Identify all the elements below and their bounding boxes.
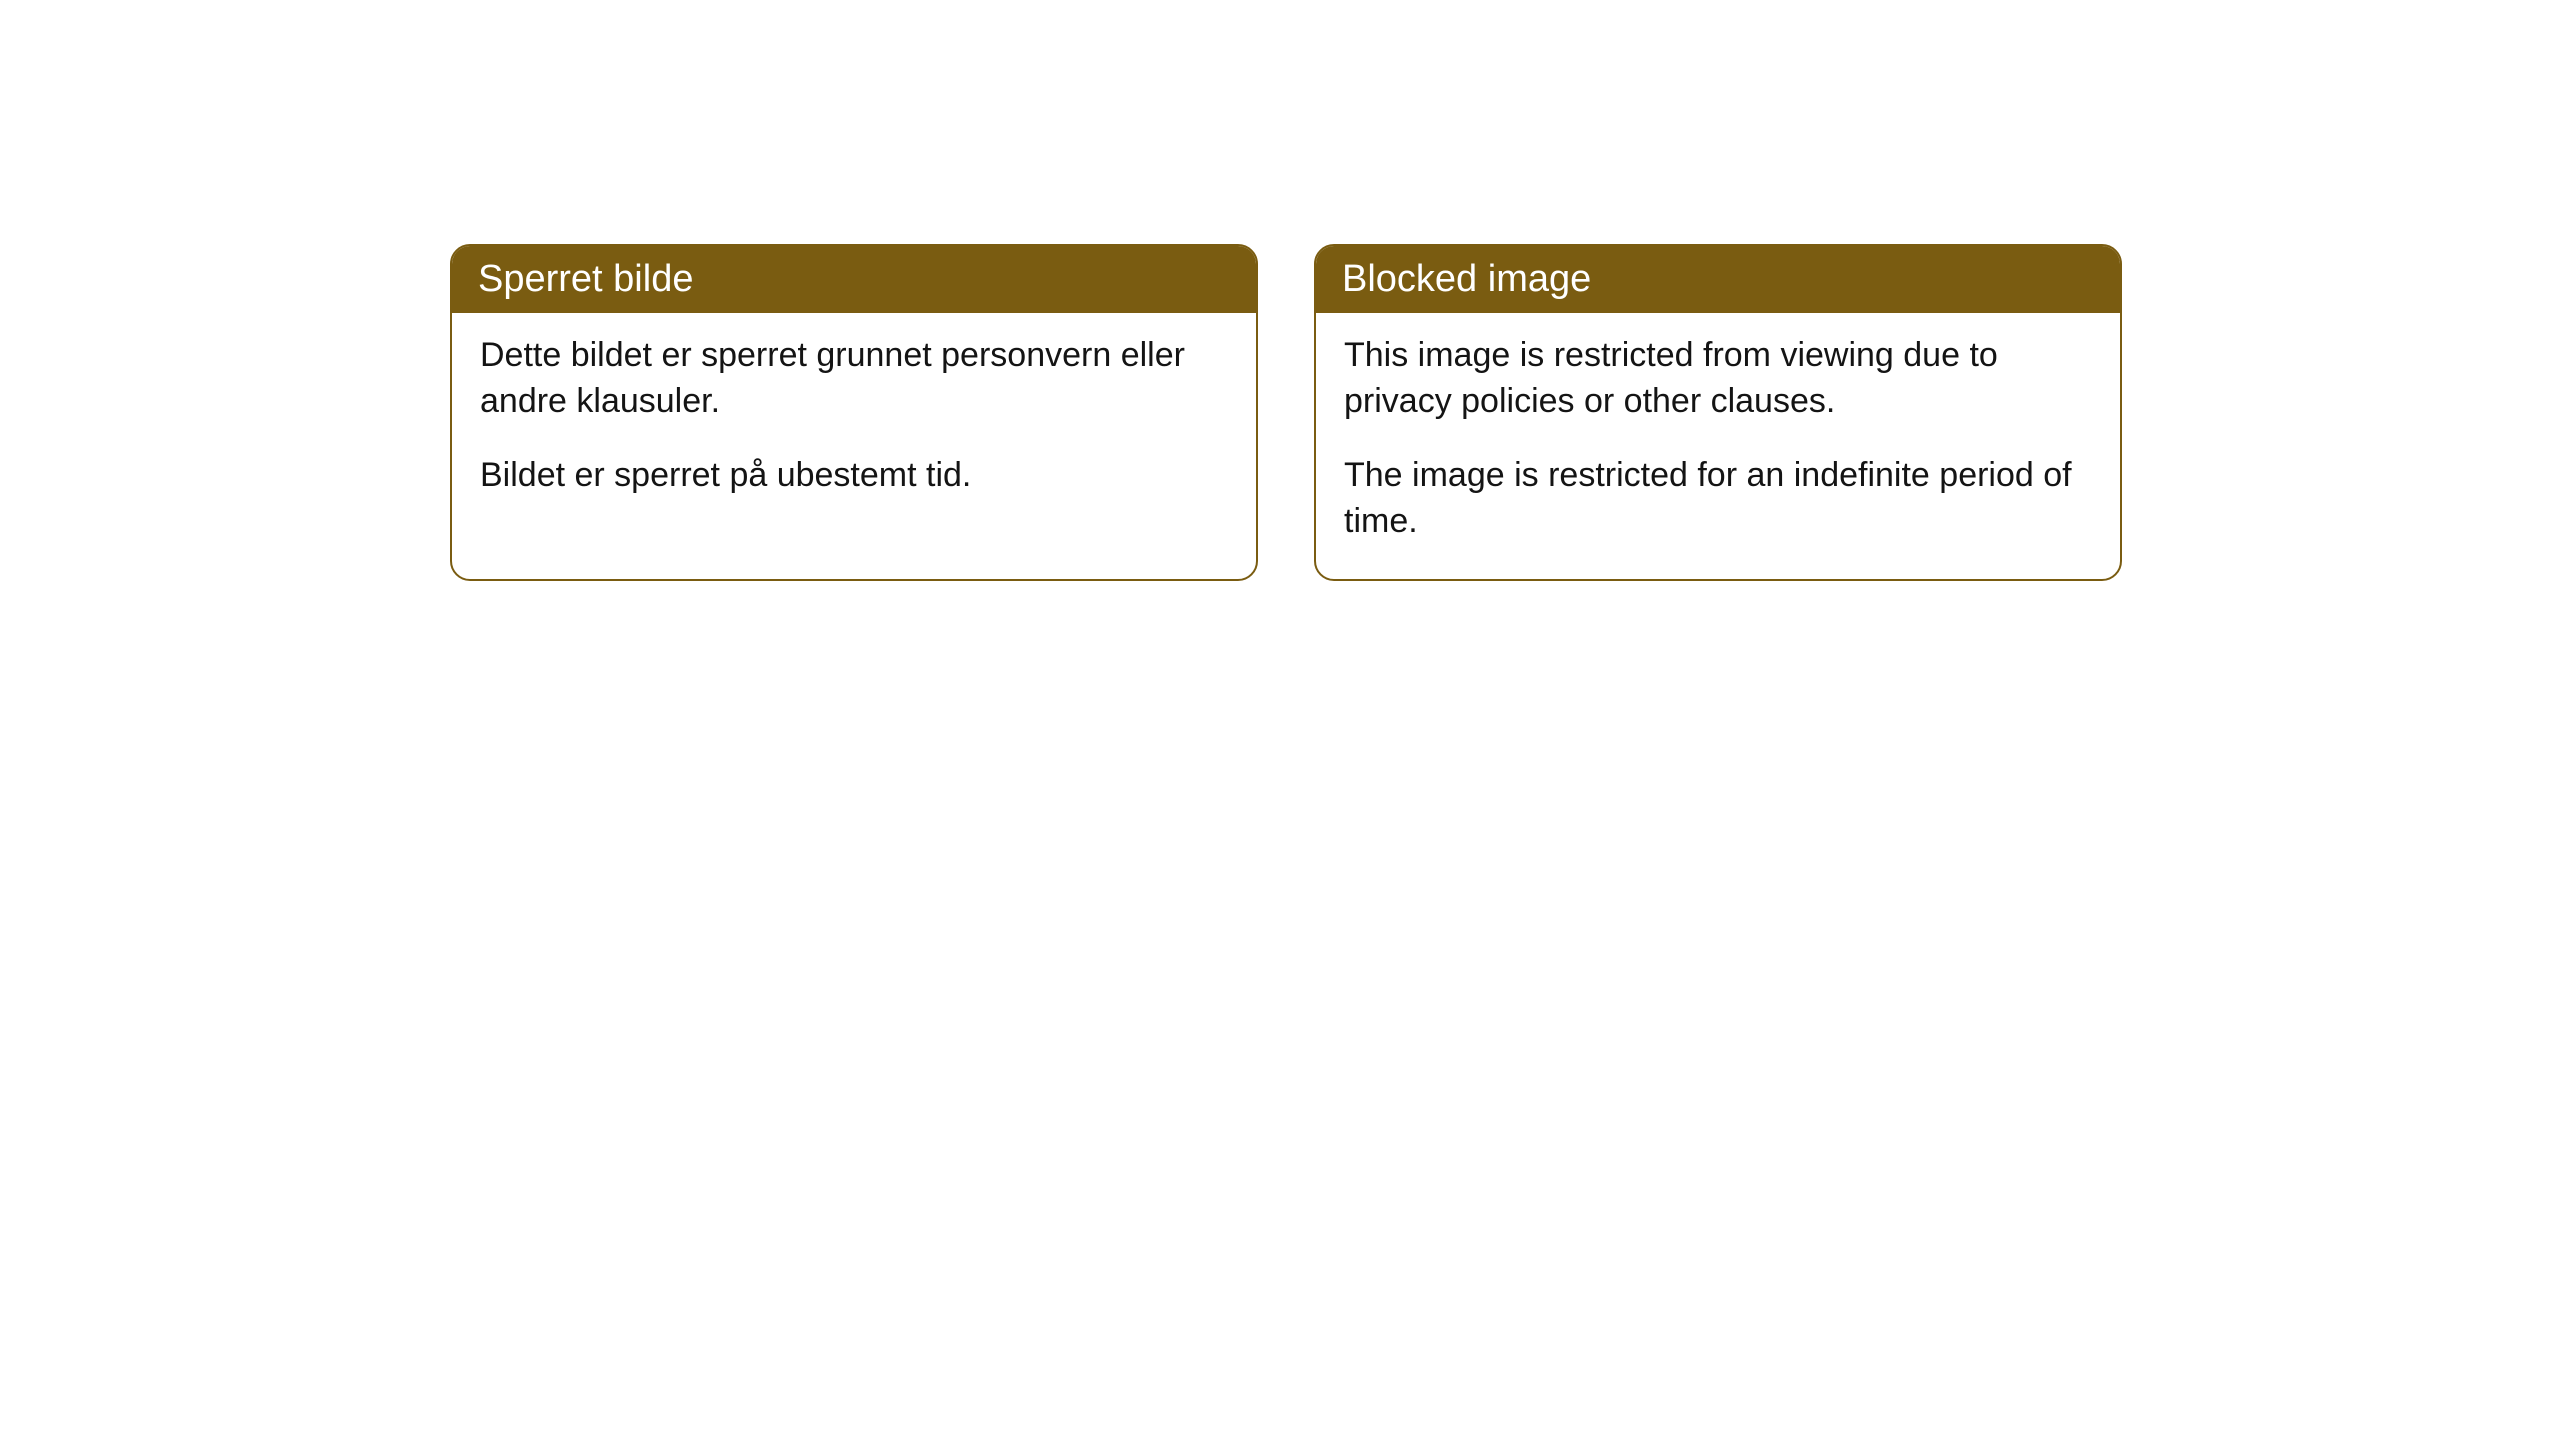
notice-card-norwegian: Sperret bilde Dette bildet er sperret gr… [450, 244, 1258, 581]
card-title-norwegian: Sperret bilde [478, 258, 693, 300]
card-paragraph-2-english: The image is restricted for an indefinit… [1344, 453, 2092, 545]
card-header-english: Blocked image [1316, 246, 2120, 313]
notice-cards-container: Sperret bilde Dette bildet er sperret gr… [0, 0, 2560, 581]
card-body-norwegian: Dette bildet er sperret grunnet personve… [452, 313, 1256, 533]
card-paragraph-1-english: This image is restricted from viewing du… [1344, 333, 2092, 425]
card-header-norwegian: Sperret bilde [452, 246, 1256, 313]
card-body-english: This image is restricted from viewing du… [1316, 313, 2120, 579]
card-paragraph-1-norwegian: Dette bildet er sperret grunnet personve… [480, 333, 1228, 425]
notice-card-english: Blocked image This image is restricted f… [1314, 244, 2122, 581]
card-title-english: Blocked image [1342, 258, 1591, 300]
card-paragraph-2-norwegian: Bildet er sperret på ubestemt tid. [480, 453, 1228, 499]
